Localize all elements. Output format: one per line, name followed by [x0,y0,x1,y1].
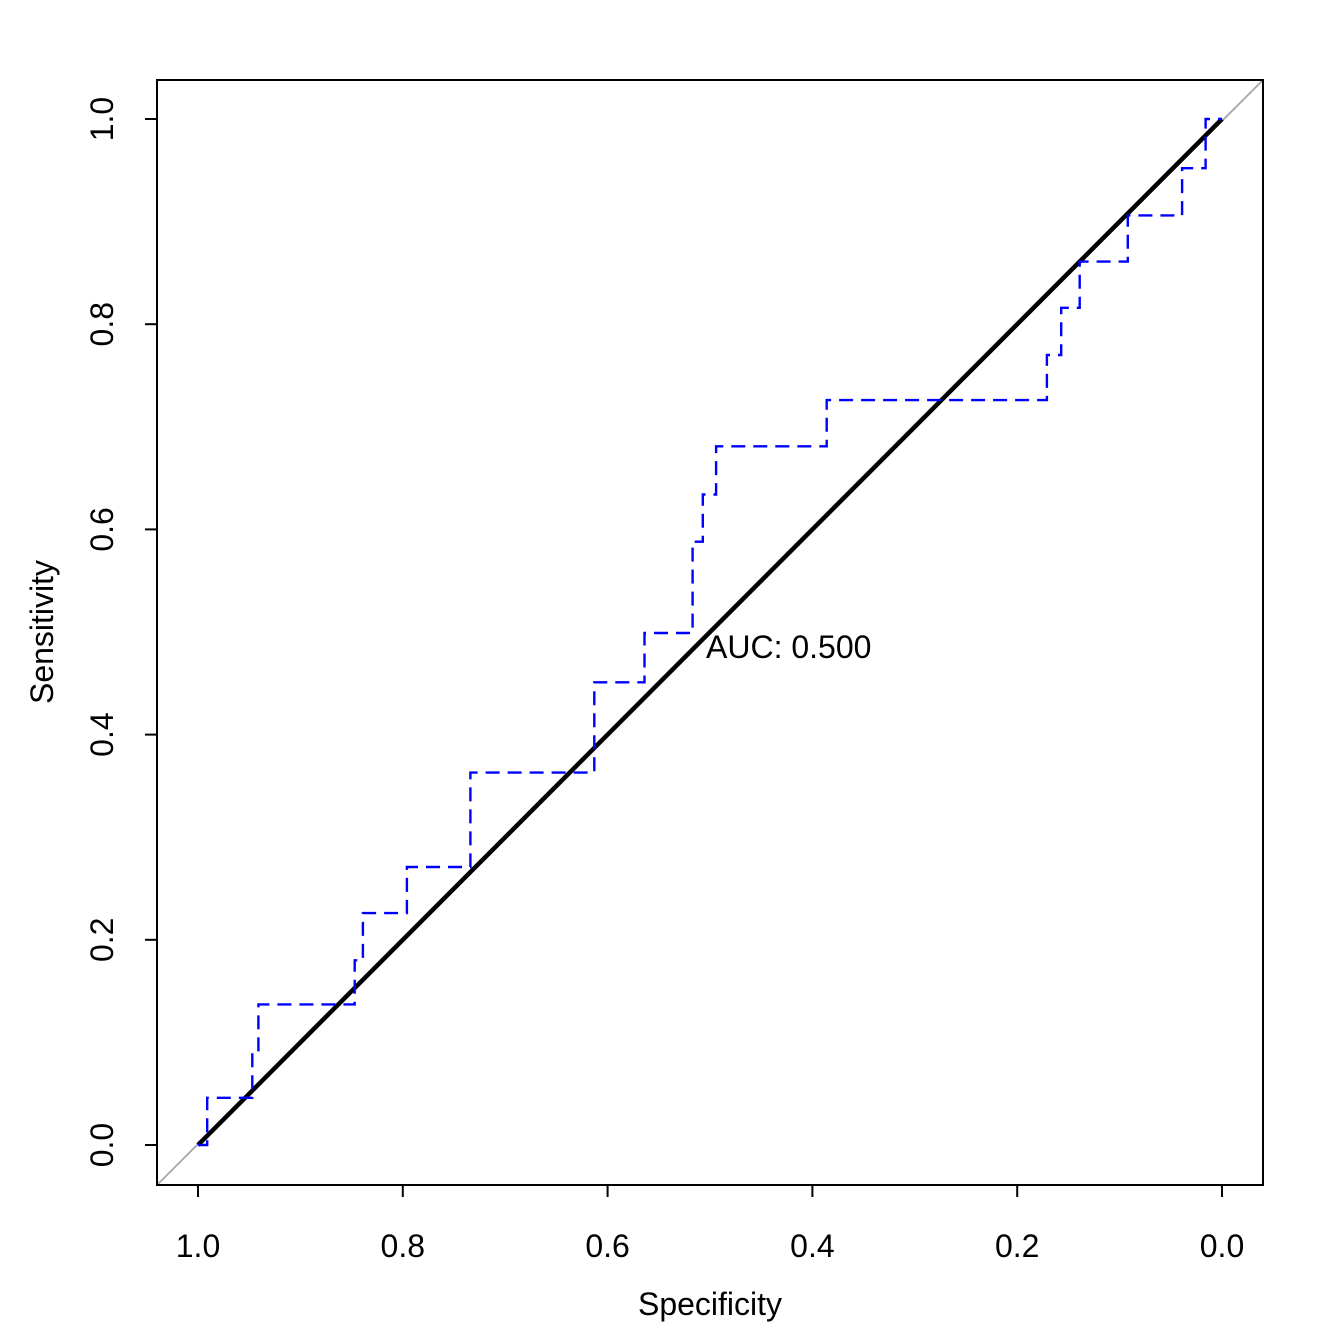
x-tick-label: 0.8 [381,1228,425,1264]
secondary-roc-steps [198,117,1222,1147]
x-tick-label: 0.4 [790,1228,834,1264]
y-tick-label: 0.8 [84,302,120,346]
x-tick-label: 0.6 [585,1228,629,1264]
x-tick-label: 0.0 [1200,1228,1244,1264]
y-axis-ticks [145,118,157,1146]
auc-annotation: AUC: 0.500 [706,629,871,665]
y-tick-label: 0.6 [84,507,120,551]
x-axis-tick-labels: 1.0 0.8 0.6 0.4 0.2 0.0 [176,1228,1244,1264]
y-tick-label: 0.4 [84,712,120,756]
secondary-roc-step-curve [198,117,1222,1147]
y-tick-label: 0.0 [84,1123,120,1167]
y-axis-tick-labels: 0.0 0.2 0.4 0.6 0.8 1.0 [84,97,120,1167]
plot-box [156,79,1264,1186]
y-tick-label: 1.0 [84,97,120,141]
x-tick-label: 1.0 [176,1228,220,1264]
main-roc-line [196,117,1224,1147]
x-axis-title: Specificity [638,1286,782,1322]
y-axis-title: Sensitivity [24,560,60,704]
main-roc-diagonal [196,117,1224,1147]
y-tick-label: 0.2 [84,918,120,962]
x-axis-ticks [197,1185,1223,1197]
x-tick-label: 0.2 [995,1228,1039,1264]
